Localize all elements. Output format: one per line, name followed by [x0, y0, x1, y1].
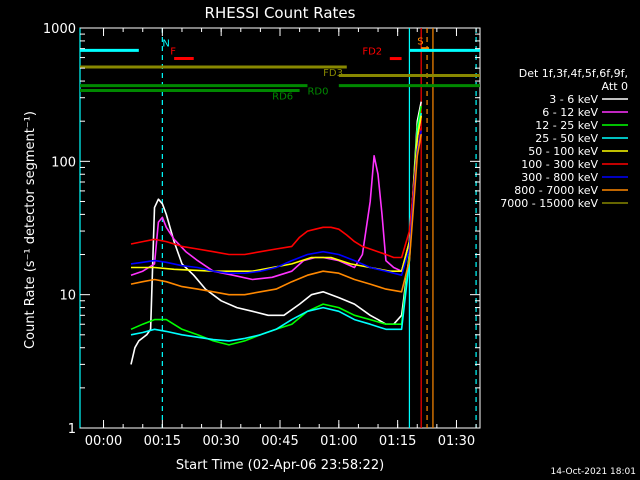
legend-label-2: 12 - 25 keV [535, 119, 598, 132]
state-bar-label-fd3: FD3 [323, 68, 343, 79]
legend-header-1: Att 0 [602, 80, 628, 93]
x-tick-label-4: 01:00 [320, 434, 357, 449]
legend-header-0: Det 1f,3f,4f,5f,6f,9f, [519, 67, 628, 80]
y-tick-label-0: 1 [68, 422, 76, 437]
state-bar-label-f: F [170, 47, 176, 58]
y-tick-label-3: 1000 [43, 22, 76, 37]
legend-label-8: 7000 - 15000 keV [500, 197, 598, 210]
state-bar-label-s: S [417, 37, 423, 48]
x-tick-label-3: 00:45 [261, 434, 298, 449]
state-bar-label-rd0: RD0 [307, 87, 328, 98]
series-line-5 [130, 127, 422, 259]
y-tick-label-2: 100 [51, 155, 76, 170]
legend-label-4: 50 - 100 keV [528, 145, 598, 158]
y-axis-label: Count Rate (s⁻¹ detector segment⁻¹) [23, 111, 38, 349]
x-tick-label-2: 00:30 [202, 434, 239, 449]
legend-label-5: 100 - 300 keV [521, 158, 598, 171]
timestamp-label: 14-Oct-2021 18:01 [551, 467, 636, 477]
attenuator-bar-layer: NF FD2 FD3 RD0 RD6 S [80, 37, 480, 102]
series-line-6 [130, 130, 422, 276]
x-tick-label-0: 00:00 [85, 434, 122, 449]
vertical-marker-layer [79, 28, 477, 428]
series-line-4 [131, 115, 422, 272]
series-line-2 [130, 105, 422, 346]
state-bar-label-n: N [162, 38, 169, 49]
axis-layer: 00:00 00:15 00:30 00:45 01:00 01:15 01:30 1 10 10… [43, 22, 480, 449]
series-layer [130, 101, 422, 365]
state-bar-label-rd6: RD6 [272, 91, 293, 102]
x-axis-label: Start Time (02-Apr-06 23:58:22) [176, 458, 384, 473]
x-tick-label-6: 01:30 [438, 434, 475, 449]
legend-label-0: 3 - 6 keV [549, 93, 598, 106]
legend-label-3: 25 - 50 keV [535, 132, 598, 145]
x-tick-label-1: 00:15 [144, 434, 181, 449]
series-line-3 [130, 112, 422, 342]
legend-label-6: 300 - 800 keV [521, 171, 598, 184]
series-line-7 [130, 133, 422, 296]
y-tick-label-1: 10 [59, 289, 76, 304]
x-tick-label-5: 01:15 [379, 434, 416, 449]
state-bar-label-fd2: FD2 [362, 47, 382, 58]
legend-label-7: 800 - 7000 keV [514, 184, 598, 197]
legend-label-1: 6 - 12 keV [542, 106, 598, 119]
chart-title: RHESSI Count Rates [205, 4, 356, 22]
series-line-1 [130, 115, 422, 281]
